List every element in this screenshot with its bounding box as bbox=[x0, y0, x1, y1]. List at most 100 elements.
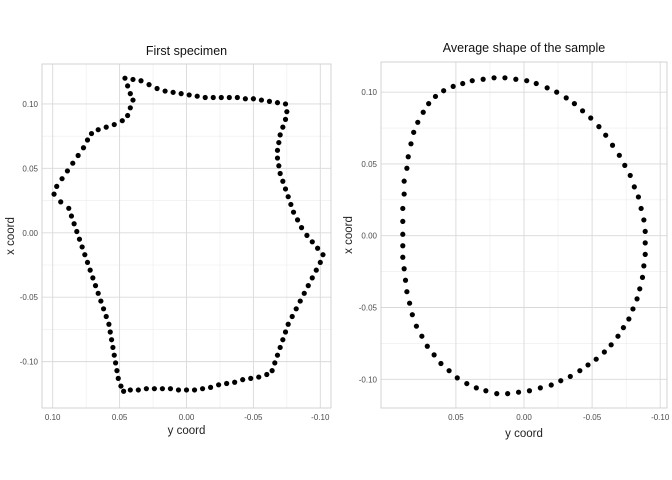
data-point bbox=[282, 116, 289, 123]
data-point bbox=[284, 109, 290, 115]
data-point bbox=[408, 141, 414, 147]
data-point bbox=[641, 217, 647, 223]
data-point bbox=[70, 160, 76, 166]
data-point bbox=[480, 76, 486, 82]
data-point bbox=[409, 312, 415, 318]
data-point bbox=[491, 75, 497, 81]
data-point bbox=[226, 94, 232, 101]
data-point bbox=[242, 96, 248, 102]
data-point bbox=[411, 129, 417, 135]
data-point bbox=[125, 112, 131, 119]
data-point bbox=[95, 127, 101, 133]
data-point bbox=[400, 231, 406, 237]
data-point bbox=[642, 240, 648, 246]
data-point bbox=[276, 163, 282, 169]
y-tick-labels: -0.10 -0.05 0.00 0.05 0.10 bbox=[20, 100, 39, 367]
data-point bbox=[407, 300, 413, 306]
y-tick-label: -0.05 bbox=[359, 304, 378, 313]
data-point bbox=[588, 115, 594, 121]
data-point bbox=[641, 263, 647, 269]
data-point bbox=[596, 124, 602, 130]
data-point bbox=[280, 337, 286, 343]
data-point bbox=[400, 254, 406, 260]
data-point bbox=[288, 201, 294, 208]
y-axis-label: x coord bbox=[343, 216, 355, 254]
data-point bbox=[75, 152, 81, 159]
data-point bbox=[130, 97, 136, 103]
data-point bbox=[460, 80, 466, 87]
data-point bbox=[413, 323, 420, 329]
x-tick-label: -0.05 bbox=[244, 413, 263, 422]
grid bbox=[42, 64, 331, 408]
data-point bbox=[202, 94, 208, 101]
data-point bbox=[593, 356, 599, 362]
data-point bbox=[402, 277, 409, 283]
data-point bbox=[115, 375, 121, 381]
data-point bbox=[282, 329, 289, 335]
data-point bbox=[90, 275, 96, 281]
data-point bbox=[400, 205, 406, 212]
y-tick-label: 0.10 bbox=[361, 88, 377, 97]
data-point bbox=[71, 221, 77, 227]
data-point bbox=[494, 391, 500, 397]
data-point bbox=[313, 267, 319, 273]
x-axis-label: y coord bbox=[505, 428, 543, 440]
y-axis-label: x coord bbox=[5, 217, 17, 255]
data-point bbox=[309, 275, 315, 281]
data-point bbox=[585, 362, 591, 368]
data-point bbox=[558, 378, 564, 384]
data-point bbox=[400, 243, 406, 249]
data-point bbox=[515, 389, 522, 395]
data-point bbox=[620, 325, 627, 331]
data-point bbox=[151, 386, 157, 392]
data-point bbox=[98, 298, 104, 304]
data-point bbox=[100, 306, 107, 312]
data-point bbox=[108, 337, 115, 343]
data-point bbox=[59, 176, 65, 182]
data-point bbox=[154, 85, 160, 92]
data-point bbox=[266, 98, 273, 104]
data-point bbox=[616, 152, 622, 158]
data-point bbox=[526, 388, 533, 394]
data-point bbox=[282, 186, 289, 192]
data-point bbox=[130, 76, 136, 83]
data-point bbox=[232, 379, 238, 385]
data-point bbox=[469, 78, 475, 84]
data-point bbox=[234, 94, 240, 101]
x-tick-label: 0.05 bbox=[448, 413, 464, 422]
data-point bbox=[289, 313, 295, 320]
y-tick-labels: -0.10 -0.05 0.00 0.05 0.10 bbox=[359, 88, 378, 384]
data-point bbox=[533, 80, 539, 87]
data-point bbox=[68, 213, 75, 219]
data-point bbox=[639, 274, 646, 280]
data-point bbox=[216, 382, 222, 388]
data-point bbox=[615, 333, 621, 339]
data-point bbox=[110, 344, 116, 351]
panel-average-shape: Average shape of the sample 0.05 0.00 -0.0… bbox=[343, 41, 670, 440]
data-point bbox=[642, 228, 648, 235]
data-point bbox=[282, 101, 289, 107]
data-point bbox=[82, 252, 88, 258]
data-point bbox=[87, 267, 93, 273]
data-point bbox=[80, 145, 87, 151]
data-point bbox=[579, 108, 586, 114]
data-point bbox=[635, 194, 642, 200]
data-point bbox=[290, 209, 297, 215]
data-point bbox=[571, 101, 577, 107]
data-point bbox=[84, 259, 91, 266]
data-point bbox=[106, 321, 112, 327]
data-point bbox=[609, 142, 616, 148]
data-point bbox=[630, 306, 636, 312]
data-point bbox=[84, 137, 91, 143]
data-point bbox=[218, 94, 224, 101]
data-point bbox=[272, 360, 278, 366]
data-point bbox=[135, 387, 141, 393]
data-point bbox=[317, 259, 323, 266]
data-point bbox=[401, 191, 407, 197]
data-point bbox=[277, 132, 283, 138]
data-point bbox=[274, 147, 281, 153]
data-point bbox=[567, 373, 573, 380]
panel-first-specimen: First specimen 0.10 0.05 0.00 -0.05 -0.10 -0… bbox=[5, 44, 332, 437]
data-point bbox=[502, 75, 508, 81]
